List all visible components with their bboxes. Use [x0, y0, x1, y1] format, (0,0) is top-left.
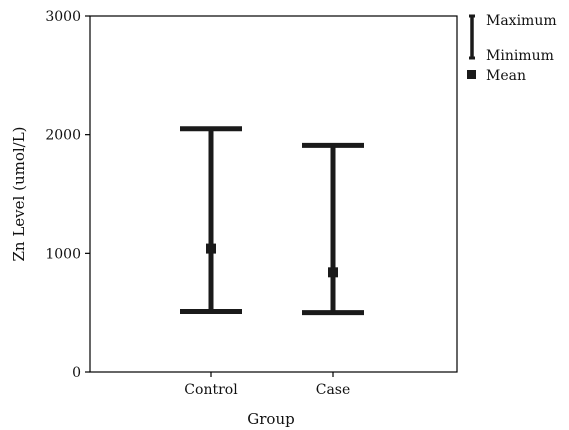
legend: Maximum Minimum Mean	[467, 13, 557, 84]
x-axis-label: Group	[247, 410, 294, 428]
y-tick-label: 1000	[45, 246, 81, 262]
y-axis: 0 1000 2000 3000	[45, 9, 90, 381]
y-tick-label: 0	[72, 365, 81, 381]
y-tick-label: 2000	[45, 128, 81, 144]
mean-marker-case	[328, 267, 338, 278]
error-bars	[180, 126, 364, 316]
x-axis: Control Case	[184, 372, 350, 398]
mean-marker-control	[206, 243, 216, 254]
y-tick-label: 3000	[45, 9, 81, 25]
legend-item-minimum: Minimum	[486, 48, 554, 64]
x-tick-label: Case	[316, 382, 351, 398]
x-tick-label: Control	[184, 382, 238, 398]
legend-item-maximum: Maximum	[486, 13, 557, 29]
legend-mean-marker	[467, 70, 476, 79]
legend-item-mean: Mean	[486, 68, 526, 84]
y-axis-label: Zn Level (umol/L)	[10, 126, 28, 261]
plot-frame	[89, 15, 458, 373]
